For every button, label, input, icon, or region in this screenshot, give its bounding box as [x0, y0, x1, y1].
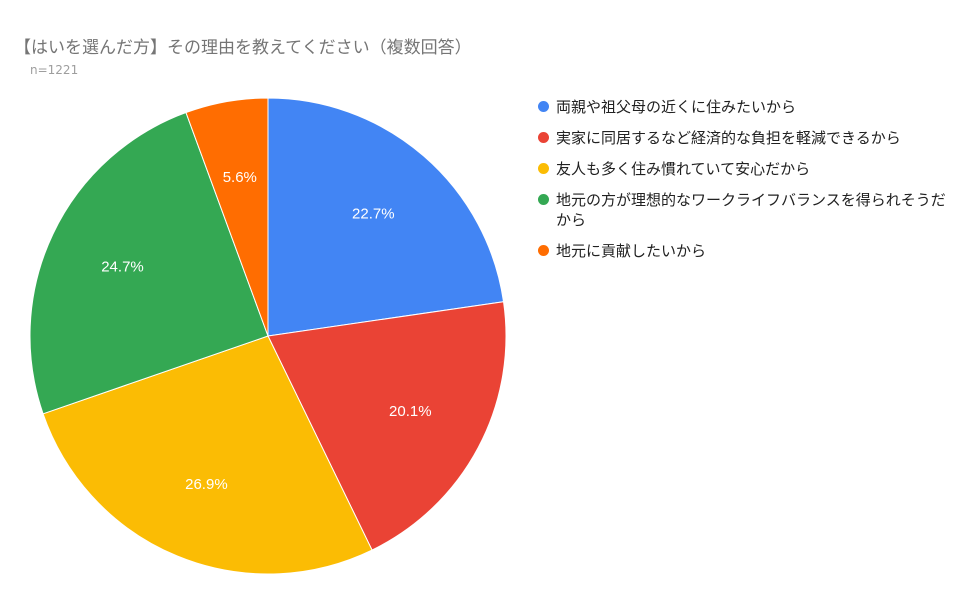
legend-swatch-icon [538, 194, 549, 205]
chart-subtitle: n=1221 [30, 63, 79, 77]
pie-slice [42, 335, 373, 575]
slice-value-label: 20.1% [389, 403, 432, 420]
slice-value-label: 24.7% [101, 259, 144, 276]
legend-item: 友人も多く住み慣れていて安心だから [536, 159, 956, 179]
legend-item: 地元の方が理想的なワークライフバランスを得られそうだから [536, 190, 956, 230]
pie-slice [267, 301, 507, 551]
legend-swatch-icon [538, 101, 549, 112]
pie-slice-labels: 22.7% 20.1% 26.9% 24.7% 5.6% [101, 169, 431, 493]
slice-value-label: 5.6% [223, 169, 257, 186]
legend-label: 地元の方が理想的なワークライフバランスを得られそうだから [556, 191, 946, 229]
legend-label: 友人も多く住み慣れていて安心だから [556, 160, 811, 178]
legend-item: 地元に貢献したいから [536, 241, 956, 261]
legend-item: 実家に同居するなど経済的な負担を軽減できるから [536, 128, 956, 148]
legend-label: 地元に貢献したいから [556, 242, 707, 260]
pie-slice [29, 111, 269, 415]
pie-slice [267, 97, 505, 337]
pie-slice [185, 97, 269, 337]
slice-value-label: 22.7% [352, 206, 395, 223]
legend-swatch-icon [538, 245, 549, 256]
legend-swatch-icon [538, 132, 549, 143]
legend-item: 両親や祖父母の近くに住みたいから [536, 97, 956, 117]
chart-title: 【はいを選んだ方】その理由を教えてください（複数回答） [14, 38, 472, 58]
slice-value-label: 26.9% [185, 476, 228, 493]
legend-label: 実家に同居するなど経済的な負担を軽減できるから [556, 129, 901, 147]
pie-slices [29, 97, 507, 575]
legend-label: 両親や祖父母の近くに住みたいから [556, 98, 797, 116]
legend: 両親や祖父母の近くに住みたいから実家に同居するなど経済的な負担を軽減できるから友… [536, 97, 956, 272]
legend-swatch-icon [538, 163, 549, 174]
